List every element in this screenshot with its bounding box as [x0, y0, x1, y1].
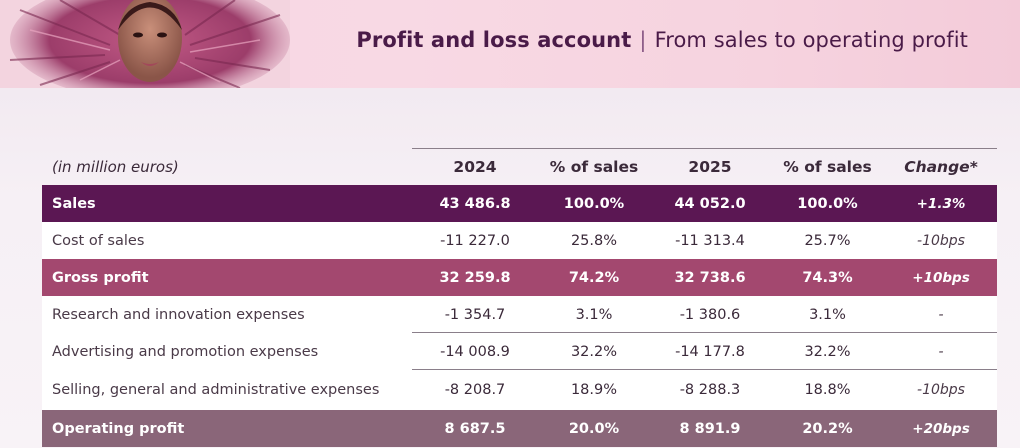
value-2024: -1 354.7 — [444, 306, 506, 323]
value-2024: 8 687.5 — [444, 420, 506, 437]
table-row-gross-profit: Gross profit 32 259.8 74.2% 32 738.6 74.… — [42, 259, 997, 296]
change: +1.3% — [916, 195, 966, 212]
value-2025: 44 052.0 — [674, 195, 746, 212]
table-row-advertising-promotion: Advertising and promotion expenses -14 0… — [42, 333, 997, 370]
value-2024: -8 208.7 — [444, 382, 506, 398]
row-label: Operating profit — [52, 420, 185, 437]
row-label: Gross profit — [52, 269, 149, 286]
header-top-rule — [412, 148, 997, 149]
table-row-operating-profit: Operating profit 8 687.5 20.0% 8 891.9 2… — [42, 410, 997, 447]
column-header-pct-2025: % of sales — [783, 158, 872, 176]
change: +20bps — [912, 420, 970, 437]
pct-2024: 32.2% — [570, 343, 618, 360]
column-header-change: Change* — [904, 158, 978, 176]
table-row-sales: Sales 43 486.8 100.0% 44 052.0 100.0% +1… — [42, 185, 997, 222]
value-2025: -11 313.4 — [675, 232, 745, 249]
title-subtitle: From sales to operating profit — [654, 28, 968, 52]
value-2025: -8 288.3 — [679, 382, 741, 398]
pct-2025: 74.3% — [802, 269, 853, 286]
column-header-pct-2024: % of sales — [549, 158, 639, 176]
title-separator: | — [639, 28, 647, 52]
unit-label: (in million euros) — [52, 158, 179, 176]
change: - — [938, 343, 944, 360]
column-header-2025: 2025 — [688, 158, 732, 176]
row-divider — [412, 369, 997, 370]
table-row-sga-expenses: Selling, general and administrative expe… — [42, 370, 997, 410]
page-title: Profit and loss account | From sales to op… — [356, 28, 968, 52]
pct-2025: 100.0% — [797, 195, 858, 212]
pct-2024: 25.8% — [570, 232, 618, 249]
row-label: Selling, general and administrative expe… — [52, 382, 380, 398]
pct-2025: 20.2% — [802, 420, 853, 437]
value-2025: 8 891.9 — [679, 420, 741, 437]
change: -10bps — [917, 382, 965, 398]
value-2024: 43 486.8 — [439, 195, 511, 212]
pct-2025: 32.2% — [804, 343, 851, 360]
hero-image — [0, 0, 290, 88]
pct-2025: 18.8% — [804, 382, 851, 398]
change: +10bps — [912, 269, 970, 286]
table-row-cost-of-sales: Cost of sales -11 227.0 25.8% -11 313.4 … — [42, 222, 997, 259]
pct-2025: 25.7% — [804, 232, 851, 249]
row-label: Cost of sales — [52, 232, 145, 249]
row-label: Research and innovation expenses — [52, 306, 305, 323]
value-2024: -14 008.9 — [440, 343, 510, 360]
value-2025: 32 738.6 — [674, 269, 746, 286]
pct-2024: 3.1% — [575, 306, 613, 323]
value-2024: 32 259.8 — [439, 269, 511, 286]
value-2025: -14 177.8 — [675, 343, 745, 360]
table-row-research-innovation: Research and innovation expenses -1 354.… — [42, 296, 997, 333]
value-2025: -1 380.6 — [679, 306, 741, 323]
pct-2024: 100.0% — [563, 195, 625, 212]
change: - — [938, 306, 944, 323]
row-label: Advertising and promotion expenses — [52, 343, 319, 360]
page-header: Profit and loss account | From sales to op… — [0, 0, 1020, 88]
pct-2024: 74.2% — [568, 269, 620, 286]
row-divider — [412, 332, 997, 333]
value-2024: -11 227.0 — [440, 232, 510, 249]
row-label: Sales — [52, 195, 96, 212]
pct-2024: 18.9% — [570, 382, 618, 398]
table-header: (in million euros) 2024 % of sales 2025 … — [42, 149, 997, 185]
change: -10bps — [917, 232, 965, 249]
title-main: Profit and loss account — [356, 28, 632, 52]
woman-feathers-photo-icon — [0, 0, 290, 88]
pct-2024: 20.0% — [568, 420, 620, 437]
pct-2025: 3.1% — [809, 306, 846, 323]
column-header-2024: 2024 — [453, 158, 497, 176]
